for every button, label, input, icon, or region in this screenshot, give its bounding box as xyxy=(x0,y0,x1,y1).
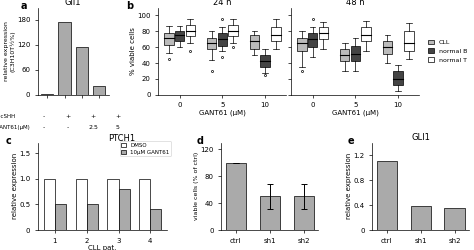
Text: e: e xyxy=(348,136,355,146)
Bar xyxy=(308,33,317,47)
Bar xyxy=(75,179,87,230)
Y-axis label: relative expression: relative expression xyxy=(12,153,18,220)
X-axis label: CLL pat.: CLL pat. xyxy=(89,245,117,250)
Bar xyxy=(410,206,431,230)
Legend: CLL, normal B, normal T: CLL, normal B, normal T xyxy=(428,40,467,62)
Bar xyxy=(118,189,130,230)
Text: c: c xyxy=(6,136,11,146)
Bar xyxy=(207,38,216,49)
Title: 24 h: 24 h xyxy=(213,0,232,7)
Text: a: a xyxy=(20,0,27,10)
Bar xyxy=(185,25,195,36)
Y-axis label: viable cells (% of ctrl): viable cells (% of ctrl) xyxy=(194,152,199,220)
Bar xyxy=(445,208,465,230)
Y-axis label: % viable cells: % viable cells xyxy=(130,27,136,75)
Bar xyxy=(55,204,66,230)
Text: -: - xyxy=(67,125,69,130)
Bar xyxy=(393,71,403,85)
X-axis label: GANT61 (μM): GANT61 (μM) xyxy=(199,110,246,116)
Text: -: - xyxy=(43,114,45,119)
Bar xyxy=(226,163,246,230)
Bar xyxy=(361,27,371,41)
Text: +: + xyxy=(115,114,120,119)
Bar xyxy=(351,46,360,62)
Bar xyxy=(76,47,88,95)
Bar xyxy=(87,204,98,230)
Text: 5: 5 xyxy=(116,125,119,130)
Title: 48 h: 48 h xyxy=(346,0,365,7)
Bar xyxy=(250,35,259,49)
Title: PTCH1: PTCH1 xyxy=(109,134,136,143)
Bar xyxy=(293,196,314,230)
Bar xyxy=(319,26,328,39)
Text: +: + xyxy=(91,114,96,119)
Bar xyxy=(150,210,162,230)
Text: recSHH: recSHH xyxy=(0,114,16,119)
Legend: DMSO, 10μM GANT61: DMSO, 10μM GANT61 xyxy=(119,141,171,156)
Bar xyxy=(58,22,71,95)
Y-axis label: relative expression
(C3H10T½%): relative expression (C3H10T½%) xyxy=(4,21,15,81)
Bar xyxy=(340,49,349,62)
Bar xyxy=(41,94,53,95)
Bar xyxy=(260,196,280,230)
Text: -: - xyxy=(43,125,45,130)
Text: d: d xyxy=(197,136,204,146)
Bar xyxy=(93,86,105,95)
Bar xyxy=(271,27,281,41)
Bar xyxy=(377,162,397,230)
Bar xyxy=(404,31,414,51)
X-axis label: GANT61 (μM): GANT61 (μM) xyxy=(332,110,379,116)
Bar xyxy=(44,179,55,230)
Title: Gli1: Gli1 xyxy=(65,0,82,7)
Y-axis label: relative expression: relative expression xyxy=(346,153,352,220)
Bar xyxy=(383,41,392,54)
Text: GANT61(μM): GANT61(μM) xyxy=(0,125,30,130)
Bar xyxy=(297,38,307,51)
Bar xyxy=(108,179,118,230)
Bar xyxy=(260,55,270,67)
Text: b: b xyxy=(126,0,133,10)
Bar xyxy=(175,31,184,41)
Title: GLI1: GLI1 xyxy=(411,133,430,142)
Bar xyxy=(228,25,238,36)
Text: 2.5: 2.5 xyxy=(88,125,98,130)
Bar xyxy=(164,33,173,45)
Text: +: + xyxy=(66,114,71,119)
Bar xyxy=(218,33,227,46)
Bar xyxy=(139,179,150,230)
